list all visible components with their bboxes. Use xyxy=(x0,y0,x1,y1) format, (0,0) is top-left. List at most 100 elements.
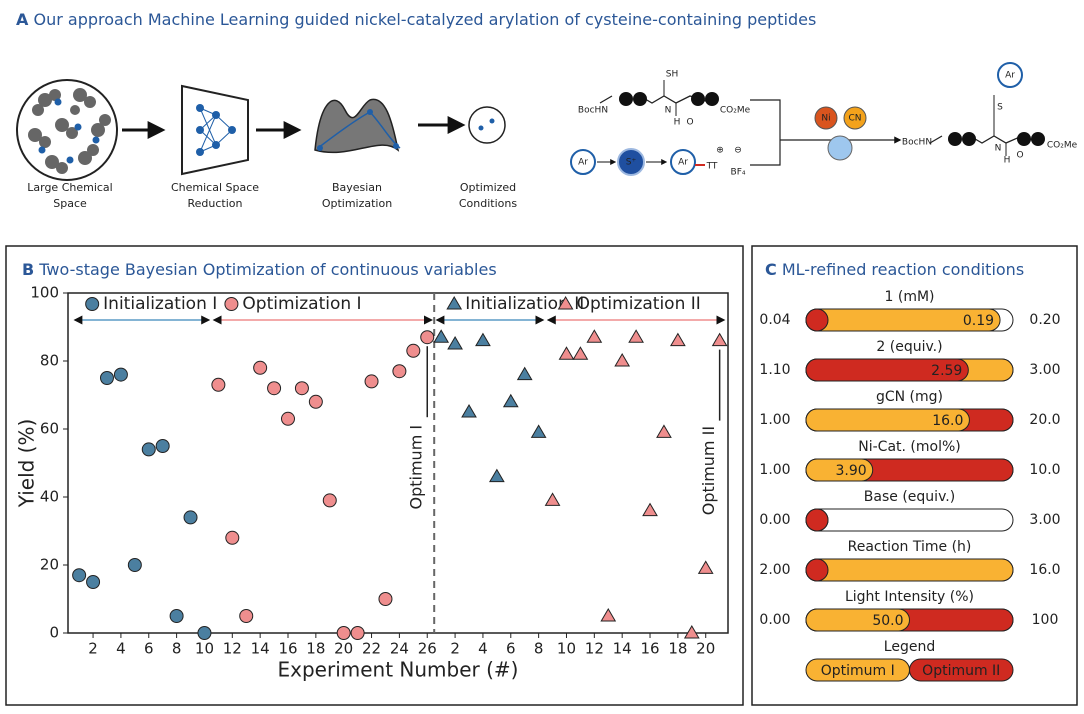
legend-marker xyxy=(224,297,239,311)
value-label: 50.0 xyxy=(872,613,903,629)
range-min: 2.00 xyxy=(759,562,790,578)
title-text: ML-refined reaction conditions xyxy=(782,260,1024,279)
scheme-label: Ar xyxy=(578,158,588,168)
step-label: Optimization xyxy=(322,197,392,210)
shape-circle xyxy=(962,132,976,146)
shape-circle xyxy=(66,156,74,164)
step-labels: Large Chemical Space Chemical Space Reducti… xyxy=(27,181,517,210)
x-tick-label: 16 xyxy=(640,640,659,658)
shape-g xyxy=(196,104,236,156)
range-max: 16.0 xyxy=(1029,562,1060,578)
legend-marker xyxy=(557,296,574,310)
scheme-label: S⁺ xyxy=(626,158,637,168)
panel-label: A xyxy=(16,10,29,29)
range-max: 20.0 xyxy=(1029,412,1060,428)
x-tick-label: 10 xyxy=(557,640,576,658)
y-axis-label: Yield (%) xyxy=(15,419,39,509)
legend-label: Optimum I xyxy=(821,663,895,679)
panel-a-title: A Our approach Machine Learning guided n… xyxy=(16,10,816,29)
scheme-label: BocHN xyxy=(902,138,932,148)
triangle-marker xyxy=(461,404,477,418)
circle-marker xyxy=(169,609,184,623)
scheme-label: BocHN xyxy=(578,106,608,116)
circle-marker xyxy=(127,558,142,572)
shape-circle xyxy=(91,123,105,137)
scheme-label: N xyxy=(665,106,672,116)
circle-marker xyxy=(99,371,114,385)
x-tick-label: 12 xyxy=(585,640,604,658)
triangle-marker xyxy=(683,625,700,639)
value-label: 16.0 xyxy=(932,413,963,429)
step-label: Space xyxy=(53,197,87,210)
shape-circle xyxy=(55,118,69,132)
scheme-label: CN xyxy=(848,114,861,124)
scheme-label: ⊕ xyxy=(716,146,724,156)
x-tick-label: 22 xyxy=(362,640,381,658)
annotation: Optimum I xyxy=(407,425,426,510)
shape-circle xyxy=(78,151,92,165)
value-label: 3.90 xyxy=(836,463,867,479)
x-tick-label: 2 xyxy=(88,640,98,658)
shape-circle xyxy=(367,109,373,115)
shape-g xyxy=(28,88,111,174)
circle-marker xyxy=(211,377,226,392)
y-tick-label: 0 xyxy=(49,624,59,642)
shape-circle xyxy=(66,127,78,139)
shape-circle xyxy=(212,141,220,149)
circle-marker xyxy=(308,394,323,409)
triangle-marker xyxy=(558,346,575,360)
triangle-marker xyxy=(614,353,631,367)
x-tick-label: 6 xyxy=(144,640,154,658)
shape-circle xyxy=(670,149,696,175)
scheme-label: O xyxy=(686,118,693,128)
legend-label: Initialization II xyxy=(465,294,584,314)
plot-frame xyxy=(67,292,729,634)
shape-circle xyxy=(212,111,220,119)
shape-path xyxy=(314,98,400,154)
shape-circle xyxy=(1017,132,1031,146)
circle-marker xyxy=(406,343,421,358)
x-axis-label: Experiment Number (#) xyxy=(278,658,519,682)
shape-circle xyxy=(92,136,100,144)
triangle-marker xyxy=(544,492,561,506)
shape-circle xyxy=(1031,132,1045,146)
shape-line xyxy=(199,107,217,146)
circle-marker xyxy=(72,568,87,583)
triangle-marker xyxy=(433,329,450,343)
title-text: Our approach Machine Learning guided nic… xyxy=(33,10,816,29)
shape-circle xyxy=(843,106,867,130)
range-bars: 1 (mM) 0.04 0.20 0.19 2 (equiv.) 1.10 3.00 2.59… xyxy=(759,289,1061,682)
circle-marker xyxy=(155,439,170,453)
shape-circle xyxy=(28,128,42,142)
scheme-label: TT xyxy=(706,162,718,172)
reduction-icon xyxy=(181,84,249,176)
x-tick-label: 4 xyxy=(116,640,126,658)
triangle-marker xyxy=(656,424,672,438)
shape-circle xyxy=(570,149,596,175)
shape-circle xyxy=(54,98,62,106)
shape-circle xyxy=(196,126,204,134)
scheme-label: N xyxy=(995,144,1002,154)
x-tick-label: 26 xyxy=(418,640,437,658)
optimum-fill xyxy=(805,508,829,532)
triangle-marker xyxy=(447,336,463,350)
optimum-fill xyxy=(805,308,829,332)
x-tick-label: 16 xyxy=(278,640,297,658)
step-label: Optimized xyxy=(460,181,516,194)
shape-circle xyxy=(619,92,633,106)
scheme-label: ⊖ xyxy=(734,146,742,156)
legend-label: Optimization II xyxy=(577,294,701,314)
x-tick-label: 18 xyxy=(306,640,325,658)
shape-line xyxy=(199,114,217,153)
legend-title: Legend xyxy=(884,639,935,655)
circle-marker xyxy=(239,609,254,623)
range-max: 10.0 xyxy=(1029,462,1060,478)
x-tick-label: 8 xyxy=(534,640,544,658)
shape-circle xyxy=(87,144,99,156)
legend-label: Optimum II xyxy=(922,663,1000,679)
x-tick-label: 2 xyxy=(450,640,460,658)
x-tick-label: 6 xyxy=(506,640,516,658)
y-tick-label: 100 xyxy=(30,284,59,302)
